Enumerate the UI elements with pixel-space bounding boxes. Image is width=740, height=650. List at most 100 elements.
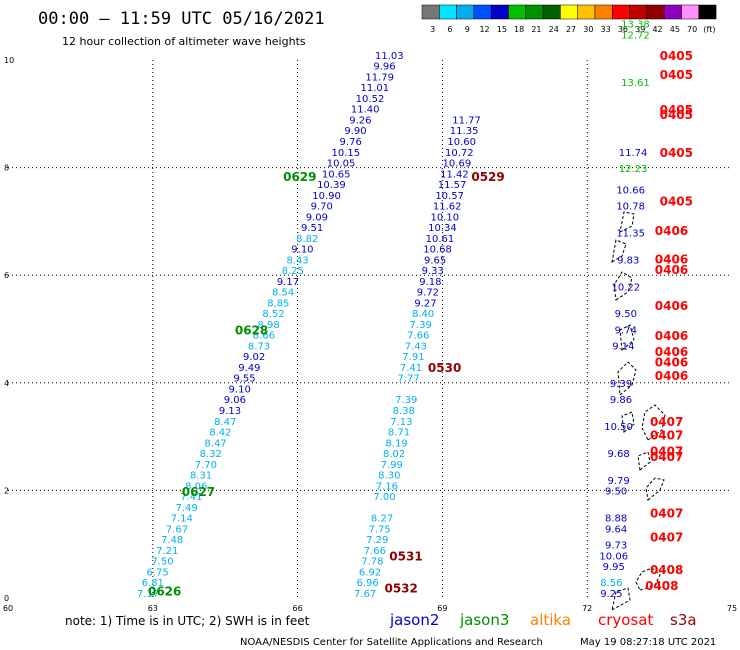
wave-height-point: 7.50 (151, 557, 173, 568)
wave-height-point: 7.16 (376, 481, 398, 492)
wave-height-point: 8.98 (258, 320, 280, 331)
colorbar-label: 6 (447, 25, 452, 34)
x-tick-label: 60 (3, 604, 13, 613)
wave-height-point: 9.09 (306, 212, 328, 223)
colorbar-label: 27 (566, 25, 576, 34)
wave-height-point: 10.50 (604, 422, 633, 433)
wave-height-point: 8.47 (204, 438, 226, 449)
time-label: 0406 (655, 299, 688, 313)
colorbar-label: 36 (618, 25, 628, 34)
colorbar-label: 12 (479, 25, 489, 34)
colorbar-swatch (525, 4, 544, 20)
legend-s3a: s3a (670, 611, 697, 629)
time-label: 0406 (655, 369, 688, 383)
wave-height-point: 8.42 (209, 428, 231, 439)
colorbar-label: 39 (635, 25, 645, 34)
wave-height-point: 9.02 (243, 352, 265, 363)
island-outline (617, 361, 637, 396)
footer-credit: NOAA/NESDIS Center for Satellite Applica… (240, 637, 543, 648)
island-outlines (611, 211, 666, 611)
wave-height-point: 11.74 (619, 148, 648, 159)
legend-altika: altika (530, 611, 571, 629)
wave-height-point: 9.13 (219, 406, 241, 417)
wave-height-point: 9.50 (615, 309, 637, 320)
wave-height-point: 9.68 (607, 449, 629, 460)
wave-height-point: 8.40 (412, 309, 434, 320)
wave-height-point: 9.83 (617, 255, 639, 266)
island-outline (619, 324, 635, 351)
legend-cryosat: cryosat (598, 611, 653, 629)
colorbar-swatch (508, 4, 527, 20)
y-tick-label: 10 (4, 56, 14, 65)
colorbar-swatch (594, 4, 613, 20)
chart-title: 00:00 – 11:59 UTC 05/16/2021 (38, 9, 325, 29)
wave-height-point: 7.48 (161, 535, 183, 546)
wave-height-point: 11.01 (361, 83, 390, 94)
x-tick-label: 72 (582, 604, 592, 613)
wave-height-point: 9.17 (277, 277, 299, 288)
wave-height-point: 7.91 (402, 352, 424, 363)
colorbar-label: 30 (583, 25, 593, 34)
wave-height-point: 8.25 (282, 266, 304, 277)
time-label: 0405 (660, 68, 693, 82)
wave-height-point: 8.06 (185, 481, 207, 492)
wave-height-point: 7.29 (366, 535, 388, 546)
wave-height-point: 10.66 (616, 185, 645, 196)
time-label: 0529 (471, 170, 504, 184)
wave-height-point: 9.18 (419, 277, 441, 288)
wave-height-point: 10.72 (445, 148, 474, 159)
wave-height-point: 9.25 (600, 589, 622, 600)
colorbar-swatch (542, 4, 561, 20)
time-label: 0629 (283, 170, 316, 184)
time-label: 0406 (655, 329, 688, 343)
wave-height-point: 8.88 (605, 514, 627, 525)
y-tick-label: 6 (4, 271, 9, 280)
data-points: 7.176.816.757.507.217.487.677.147.497.41… (137, 20, 650, 600)
time-label: 0405 (660, 103, 693, 117)
wave-height-point: 9.10 (229, 384, 251, 395)
colorbar-label: 42 (652, 25, 662, 34)
colorbar-swatch (490, 4, 509, 20)
wave-height-point: 7.17 (137, 589, 159, 600)
wave-height-point: 9.64 (605, 524, 627, 535)
wave-height-point: 7.66 (364, 546, 386, 557)
wave-height-point: 9.79 (607, 476, 629, 487)
time-label: 0406 (655, 224, 688, 238)
wave-height-point: 10.60 (447, 137, 476, 148)
wave-height-point: 7.49 (175, 503, 197, 514)
wave-height-point: 7.77 (397, 374, 419, 385)
wave-height-point: 11.35 (616, 228, 645, 239)
satellite-legend: jason2 jason3 altika cryosat s3a (389, 611, 697, 629)
time-labels: 0626 0627 0628 0629 0532 0531 0530 0529 0408 0408… (148, 49, 693, 598)
colorbar-swatch (629, 4, 648, 20)
x-tick-label: 69 (437, 604, 447, 613)
wave-height-point: 8.52 (262, 309, 284, 320)
x-tick-label: 63 (148, 604, 158, 613)
time-label: 0407 (650, 444, 683, 458)
colorbar-swatch (439, 4, 457, 20)
time-label: 0408 (650, 563, 683, 577)
legend-jason2: jason2 (389, 611, 439, 629)
wave-height-point: 11.77 (452, 115, 481, 126)
colorbar-label: 3 (430, 25, 435, 34)
wave-height-point: 10.52 (356, 94, 385, 105)
colorbar-label: 15 (497, 25, 507, 34)
wave-height-point: 9.72 (417, 288, 439, 299)
axis-ticks: 60 63 66 69 72 75 0 2 4 6 8 10 (3, 56, 737, 613)
colorbar-swatch (421, 4, 440, 20)
island-outline (613, 271, 633, 301)
wave-height-point: 12.72 (621, 30, 650, 41)
grid (8, 60, 732, 598)
wave-height-point: 10.68 (423, 245, 452, 256)
wave-height-point: 11.40 (351, 105, 380, 116)
wave-height-point: 11.03 (375, 51, 404, 62)
wave-height-point: 7.39 (410, 320, 432, 331)
wave-height-point: 7.75 (369, 524, 391, 535)
wave-height-point: 9.10 (291, 245, 313, 256)
wave-height-point: 10.57 (435, 191, 464, 202)
island-outline (611, 587, 631, 611)
wave-height-point: 7.99 (381, 460, 403, 471)
colorbar-swatch (456, 4, 475, 20)
time-label: 0406 (655, 345, 688, 359)
time-label: 0405 (660, 49, 693, 63)
